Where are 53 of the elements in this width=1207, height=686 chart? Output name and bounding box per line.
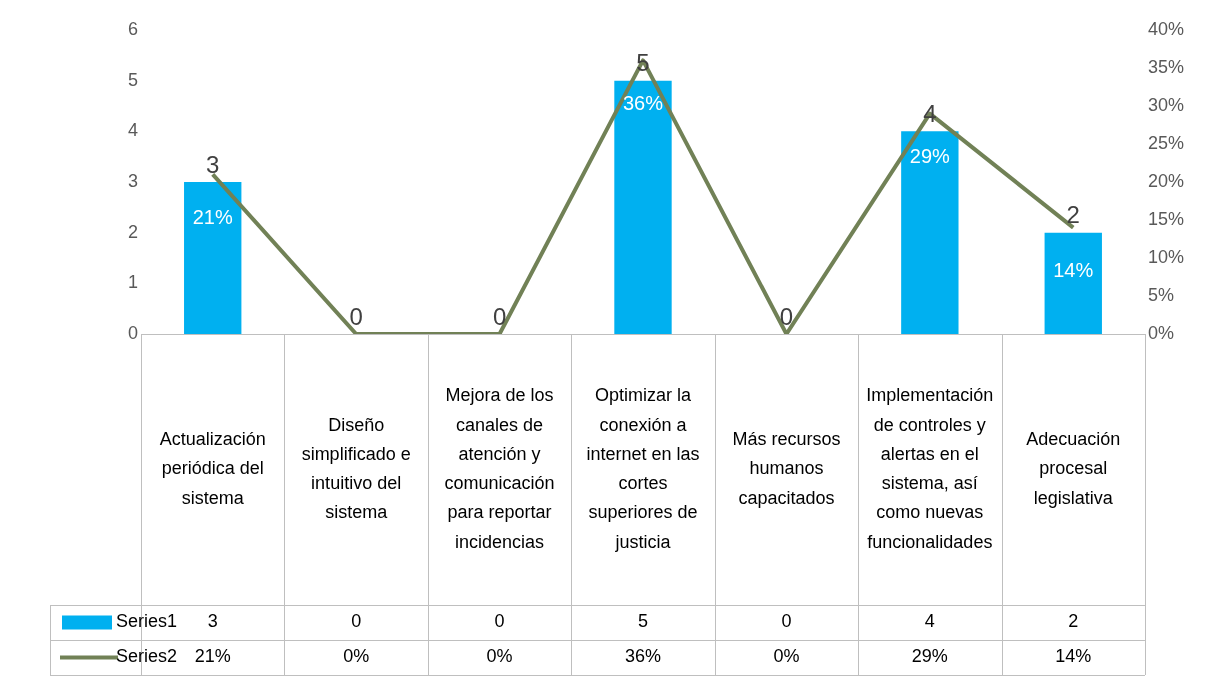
data-label: 21%	[194, 646, 231, 667]
y-tick-label: 1	[128, 272, 139, 293]
y2-tick-label: 35%	[1147, 56, 1184, 77]
data-label: 0	[494, 611, 505, 632]
text: 21%	[192, 205, 233, 228]
x-tick-label: Adecuación procesal legislativa	[1026, 429, 1121, 508]
y-tick-label: 6	[128, 18, 139, 39]
y-tick-label: 5	[128, 69, 139, 90]
y2-tick-label: 40%	[1147, 18, 1184, 39]
data-label: 0	[781, 611, 792, 632]
x-tick-label: Mejora de los canales de atención y comunicación para reportar incidencias	[444, 385, 555, 552]
data-label: 29%	[911, 646, 948, 667]
x-tick-label: Más recursos humanos capacitados	[732, 429, 841, 508]
bar	[1044, 232, 1102, 334]
x-tick-label: Diseño simplificado e intuitivo del sistema	[301, 414, 411, 523]
legend-label: Series2	[116, 646, 178, 667]
text: 2	[1066, 201, 1080, 229]
text: 0	[349, 302, 363, 330]
y2-tick-label: 15%	[1147, 208, 1184, 229]
legend-label: Series1	[116, 611, 178, 632]
data-label: 14%	[1055, 646, 1092, 667]
y2-tick-label: 25%	[1147, 132, 1184, 153]
text: 3	[206, 150, 220, 178]
y-tick-label: 2	[128, 221, 139, 242]
x-tick-label: Implementación de controles y alertas en el sistema, así como nuevas funcionalidades	[866, 385, 994, 552]
bar	[614, 80, 672, 334]
data-label: 36%	[624, 646, 662, 667]
y-tick-label: 4	[128, 120, 139, 141]
text: 36%	[622, 91, 664, 114]
y-tick-label: 0	[128, 322, 139, 343]
x-tick-label: Optimizar la conexión a internet en las cortes superiores de justicia	[586, 385, 700, 552]
data-label: 3	[207, 611, 218, 632]
y2-tick-label: 0%	[1147, 322, 1174, 343]
data-label: 0%	[343, 646, 370, 667]
y2-tick-label: 5%	[1147, 284, 1174, 305]
text: 14%	[1053, 259, 1094, 282]
y-tick-label: 3	[128, 170, 139, 191]
bar	[184, 182, 242, 334]
data-label: 2	[1068, 611, 1079, 632]
data-label: 0%	[486, 646, 513, 667]
text: 29%	[909, 145, 950, 168]
data-label: 0	[351, 611, 362, 632]
text: 5	[636, 49, 650, 77]
x-tick-label: Actualización periódica del sistema	[159, 429, 266, 508]
bar	[901, 131, 959, 334]
data-label: 4	[924, 611, 935, 632]
data-label: 5	[637, 611, 648, 632]
text: 0	[779, 302, 794, 330]
data-label: 0%	[773, 646, 800, 667]
y2-tick-label: 30%	[1147, 94, 1184, 115]
y2-tick-label: 10%	[1147, 246, 1184, 267]
y2-tick-label: 20%	[1147, 170, 1184, 191]
text: 0	[492, 302, 507, 330]
